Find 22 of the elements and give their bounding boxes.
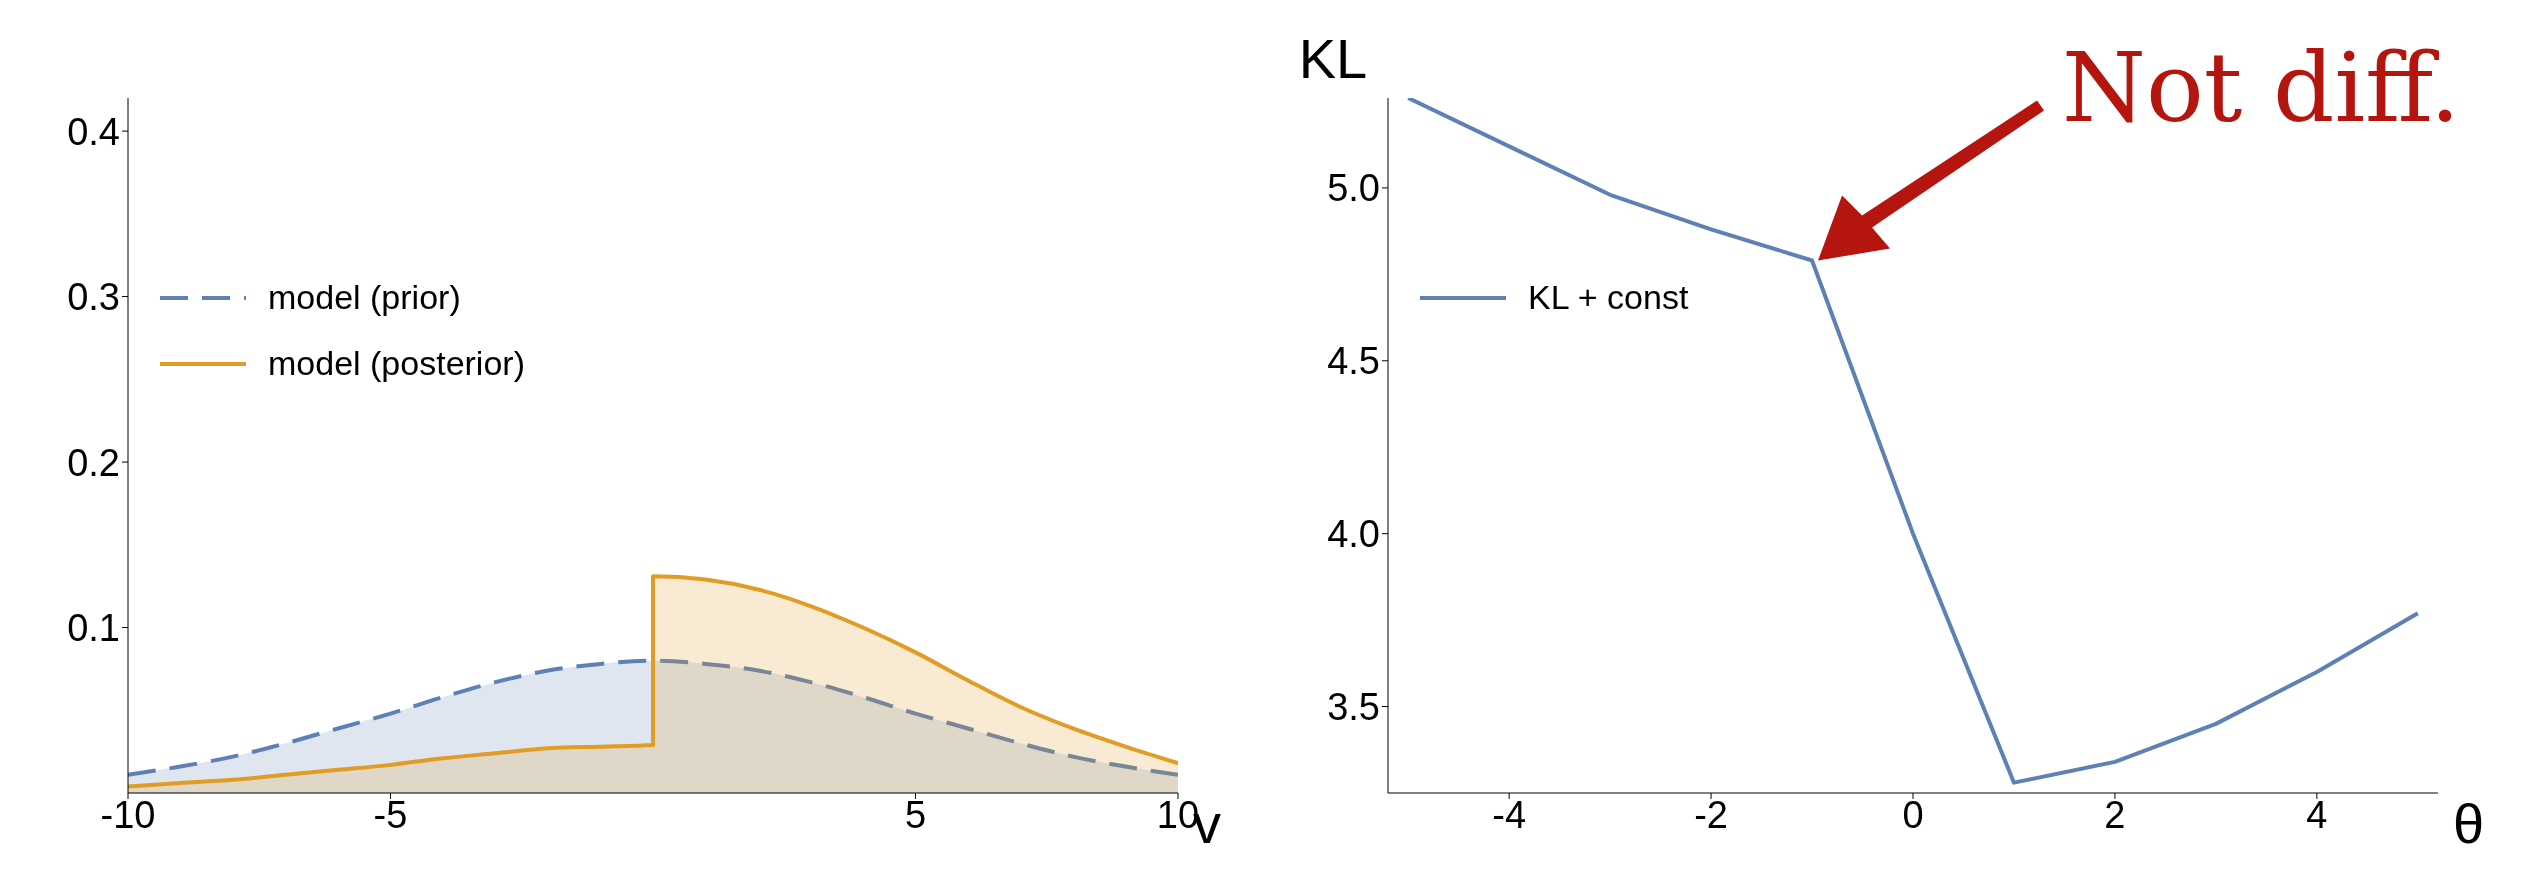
y-tick-label: 0.1	[67, 607, 120, 650]
x-axis-title: θ	[2453, 791, 2485, 855]
x-tick-label: -5	[373, 793, 408, 836]
y-axis-title: KL	[1298, 27, 1368, 90]
y-tick-label: 0.4	[67, 110, 120, 153]
y-tick-label: 5.0	[1327, 167, 1380, 210]
x-tick-label: -10	[100, 793, 156, 836]
y-tick-label: 4.5	[1327, 340, 1380, 383]
y-tick-label: 0.3	[67, 276, 120, 319]
legend-label: model (posterior)	[268, 344, 525, 383]
x-tick-label: 4	[2306, 793, 2328, 836]
x-tick-label: 2	[2104, 793, 2126, 836]
annotation: Not diff.	[2062, 31, 2461, 144]
y-tick-label: 4.0	[1327, 513, 1380, 556]
y-tick-label: 0.2	[67, 441, 120, 484]
legend-label: KL + const	[1528, 278, 1689, 317]
x-tick-label: 5	[904, 793, 927, 836]
y-tick-label: 3.5	[1327, 686, 1380, 729]
legend-label: model (prior)	[268, 278, 461, 317]
x-tick-label: 0	[1902, 793, 1924, 836]
x-tick-label: -4	[1492, 793, 1527, 836]
x-tick-label: -2	[1694, 793, 1728, 836]
